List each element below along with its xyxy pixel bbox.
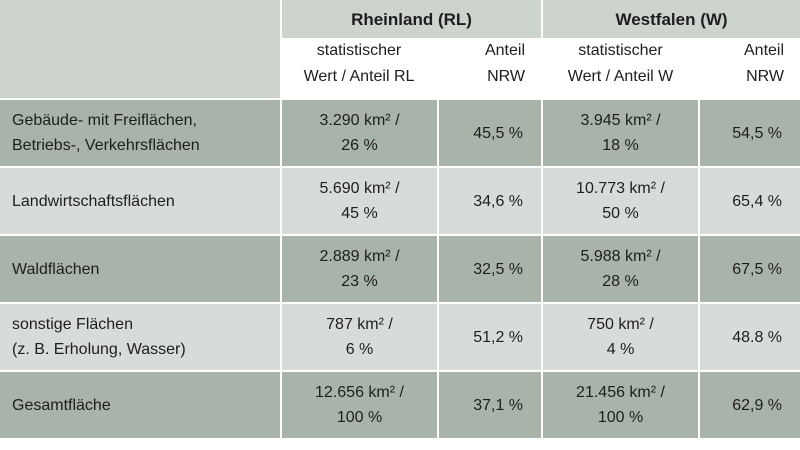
rl-share-cell: 37,1 %: [436, 371, 543, 440]
w-value-cell: 10.773 km² /50 %: [541, 167, 700, 236]
header-w-statistic-value: statistischer Wert / Anteil W: [541, 38, 700, 100]
w-share-cell: 67,5 %: [698, 235, 800, 304]
row-label: Gesamtfläche: [0, 371, 281, 440]
header-row-regions: Rheinland (RL) Westfalen (W): [0, 0, 800, 100]
rl-value-cell: 3.290 km² /26 %: [280, 99, 438, 168]
rl-value-cell: 787 km² /6 %: [280, 303, 438, 372]
table-row: Gesamtfläche 12.656 km² /100 % 37,1 % 21…: [0, 371, 800, 440]
table-row: Waldflächen 2.889 km² /23 % 32,5 % 5.988…: [0, 235, 800, 304]
rl-value-cell: 2.889 km² /23 %: [280, 235, 438, 304]
header-rheinland: Rheinland (RL): [279, 0, 543, 38]
header-corner-cell: [0, 0, 281, 100]
header-w-share-nrw: Anteil NRW: [698, 38, 800, 100]
land-use-table: Rheinland (RL) Westfalen (W) statistisch…: [0, 0, 800, 440]
w-share-cell: 65,4 %: [698, 167, 800, 236]
w-value-cell: 5.988 km² /28 %: [541, 235, 700, 304]
w-value-cell: 21.456 km² /100 %: [541, 371, 700, 440]
rl-value-cell: 5.690 km² /45 %: [280, 167, 438, 236]
header-row-columns: statistischer Wert / Anteil RL Anteil NRW …: [0, 38, 800, 100]
table-row: sonstige Flächen (z. B. Erholung, Wasser)…: [0, 303, 800, 372]
rl-share-cell: 45,5 %: [436, 99, 543, 168]
header-westfalen: Westfalen (W): [541, 0, 800, 38]
rl-share-cell: 34,6 %: [436, 167, 543, 236]
header-rl-share-nrw: Anteil NRW: [436, 38, 543, 100]
rl-share-cell: 51,2 %: [436, 303, 543, 372]
w-share-cell: 48.8 %: [698, 303, 800, 372]
w-share-cell: 54,5 %: [698, 99, 800, 168]
table-row: Gebäude- mit Freiflächen, Betriebs-, Verk…: [0, 99, 800, 168]
row-label: sonstige Flächen (z. B. Erholung, Wasser): [0, 303, 281, 372]
w-value-cell: 3.945 km² /18 %: [541, 99, 700, 168]
w-share-cell: 62,9 %: [698, 371, 800, 440]
w-value-cell: 750 km² /4 %: [541, 303, 700, 372]
rl-value-cell: 12.656 km² /100 %: [280, 371, 438, 440]
row-label: Landwirtschaftsflächen: [0, 167, 281, 236]
header-rl-statistic-value: statistischer Wert / Anteil RL: [281, 38, 438, 100]
rl-share-cell: 32,5 %: [436, 235, 543, 304]
table-row: Landwirtschaftsflächen 5.690 km² /45 % 3…: [0, 167, 800, 236]
row-label: Waldflächen: [0, 235, 281, 304]
row-label: Gebäude- mit Freiflächen, Betriebs-, Verk…: [0, 99, 281, 168]
